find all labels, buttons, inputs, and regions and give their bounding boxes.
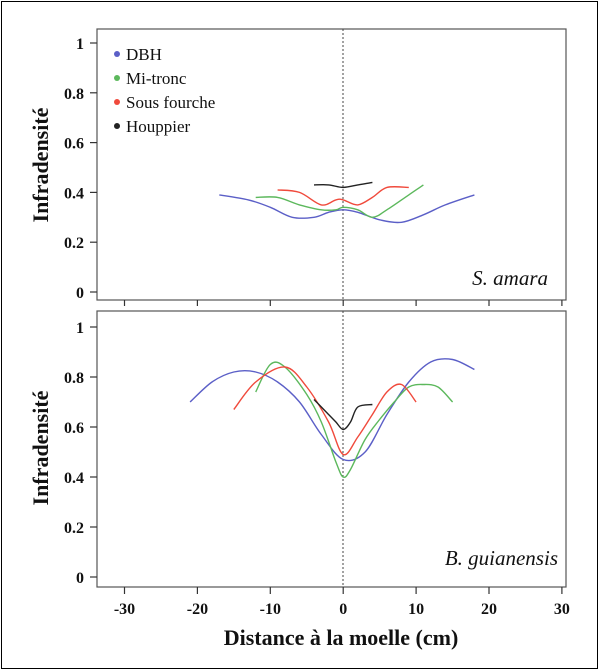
y-axis-title-top: Infradensité xyxy=(28,107,53,222)
y-tick-label: 0.4 xyxy=(64,185,84,202)
series-line-sous-fourche-panel-1 xyxy=(277,185,409,206)
y-tick-label: 1 xyxy=(76,36,84,53)
y-tick-label: 0 xyxy=(76,285,84,302)
y-tick-label: 1 xyxy=(76,320,84,337)
x-axis-title: Distance à la moelle (cm) xyxy=(224,625,459,650)
panel-top-frame xyxy=(96,28,567,301)
ticks-group xyxy=(90,42,563,594)
x-tick-label: 20 xyxy=(481,601,497,618)
legend-marker-dbh xyxy=(114,51,120,57)
legend-label-houppier: Houppier xyxy=(126,117,191,136)
y-tick-label: 0.6 xyxy=(64,420,84,437)
y-tick-label: 0.4 xyxy=(64,470,84,487)
legend-label-mi-tronc: Mi-tronc xyxy=(126,69,187,88)
x-tick-label: -10 xyxy=(260,601,281,618)
series-line-mi-tronc-panel-1 xyxy=(255,184,424,219)
panel-bottom-frame xyxy=(96,310,567,588)
legend-marker-houppier xyxy=(114,123,120,129)
series-line-sous-fourche-panel-2 xyxy=(233,366,417,456)
series-line-dbh-panel-1 xyxy=(219,194,475,224)
legend-label-dbh: DBH xyxy=(126,45,162,64)
series-line-houppier-panel-2 xyxy=(313,399,373,431)
x-tick-label: 30 xyxy=(554,601,570,618)
y-tick-label: 0.8 xyxy=(64,370,84,387)
series-lines-group xyxy=(189,181,475,479)
species-label-top: S. amara xyxy=(472,266,548,290)
y-tick-label: 0.2 xyxy=(64,235,84,252)
species-label-bottom: B. guianensis xyxy=(445,546,558,570)
legend-label-sous-fourche: Sous fourche xyxy=(126,93,215,112)
x-tick-label: -20 xyxy=(187,601,208,618)
y-axis-title-bottom: Infradensité xyxy=(28,390,53,505)
series-line-mi-tronc-panel-2 xyxy=(255,361,454,479)
y-tick-label: 0 xyxy=(76,570,84,587)
x-tick-label: 10 xyxy=(408,601,424,618)
series-line-houppier-panel-1 xyxy=(313,181,373,189)
x-tick-label: -30 xyxy=(114,601,135,618)
legend: DBH Mi-tronc Sous fourche Houppier xyxy=(114,45,215,136)
legend-marker-mi-tronc xyxy=(114,75,120,81)
y-tick-label: 0.2 xyxy=(64,520,84,537)
series-line-dbh-panel-2 xyxy=(189,358,475,462)
legend-marker-sous-fourche xyxy=(114,99,120,105)
x-tick-label: 0 xyxy=(339,601,347,618)
y-tick-label: 0.8 xyxy=(64,86,84,103)
y-tick-label: 0.6 xyxy=(64,136,84,153)
